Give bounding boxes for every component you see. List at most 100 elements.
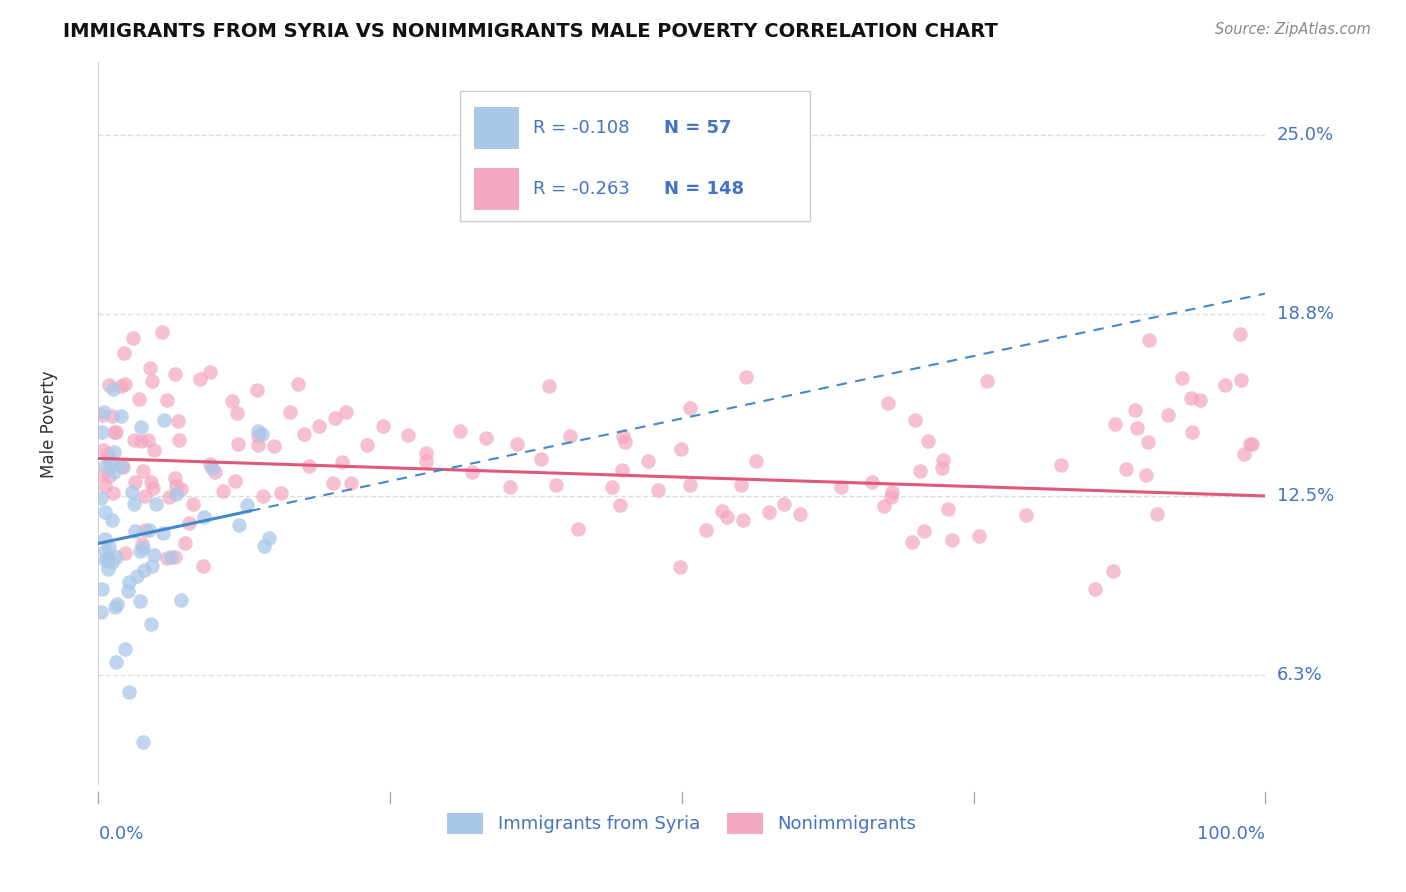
Point [101, 513, 124, 527]
Point [94, 553, 117, 567]
Point [156, 550, 179, 565]
Point [173, 536, 195, 550]
Point [1213, 377, 1236, 392]
Point [1157, 408, 1180, 422]
Point [904, 413, 927, 427]
Point [117, 584, 139, 599]
Point [236, 498, 259, 512]
Point [136, 433, 159, 447]
Point [91, 443, 114, 458]
Point [257, 531, 280, 545]
Point [558, 429, 581, 443]
Point [246, 424, 269, 438]
Text: 25.0%: 25.0% [1277, 126, 1334, 144]
Point [1146, 507, 1168, 521]
Point [132, 464, 155, 478]
Point [101, 382, 124, 396]
Point [1102, 564, 1125, 578]
Point [731, 513, 754, 527]
Point [789, 507, 811, 521]
Point [224, 474, 246, 488]
Point [141, 617, 163, 632]
Point [1104, 417, 1126, 431]
Point [1239, 436, 1261, 450]
FancyBboxPatch shape [460, 91, 810, 221]
Point [647, 483, 669, 497]
Point [114, 377, 136, 392]
Point [1084, 582, 1107, 596]
Point [179, 516, 201, 530]
Point [932, 452, 955, 467]
Text: 6.3%: 6.3% [1277, 666, 1322, 684]
Point [609, 498, 631, 512]
Point [142, 443, 165, 458]
Point [129, 434, 152, 449]
Point [1115, 462, 1137, 476]
Point [710, 504, 733, 518]
Point [165, 479, 187, 493]
Text: Source: ZipAtlas.com: Source: ZipAtlas.com [1215, 22, 1371, 37]
Point [873, 499, 896, 513]
Point [104, 549, 127, 564]
Point [163, 550, 186, 565]
Point [1135, 468, 1157, 483]
Point [98, 540, 121, 554]
Point [103, 425, 125, 439]
Point [141, 375, 163, 389]
Point [941, 533, 963, 547]
Point [1125, 403, 1147, 417]
Point [128, 392, 150, 406]
Point [226, 437, 249, 451]
Point [104, 656, 127, 670]
Point [94, 458, 117, 473]
Point [204, 465, 226, 479]
Point [773, 497, 796, 511]
Point [90, 605, 112, 619]
Point [198, 365, 221, 379]
Point [976, 374, 998, 388]
Point [637, 453, 659, 467]
Point [122, 331, 145, 345]
Point [602, 480, 624, 494]
Point [98, 378, 121, 392]
Point [612, 463, 634, 477]
Point [931, 461, 953, 475]
Point [499, 480, 522, 494]
Point [90, 408, 112, 422]
Point [294, 426, 316, 441]
Point [1125, 421, 1147, 435]
Point [877, 396, 900, 410]
Point [882, 485, 904, 500]
FancyBboxPatch shape [474, 107, 519, 149]
Point [97, 447, 120, 461]
Point [91, 582, 114, 597]
Point [167, 414, 190, 428]
Point [1137, 435, 1160, 450]
Point [287, 377, 309, 392]
Point [860, 475, 883, 490]
Point [145, 497, 167, 511]
Point [105, 597, 128, 611]
Point [415, 454, 437, 468]
Point [758, 505, 780, 519]
Point [110, 379, 132, 393]
Point [97, 562, 120, 576]
Point [475, 431, 498, 445]
Point [100, 409, 122, 423]
Point [94, 532, 117, 546]
Point [121, 485, 143, 500]
Point [152, 525, 174, 540]
Point [246, 428, 269, 442]
Point [160, 550, 183, 565]
Point [1233, 447, 1256, 461]
Point [110, 409, 132, 423]
Point [330, 455, 353, 469]
Point [134, 564, 156, 578]
Point [280, 405, 302, 419]
Point [118, 685, 141, 699]
FancyBboxPatch shape [474, 168, 519, 210]
Point [103, 445, 125, 459]
Point [537, 379, 560, 393]
Point [163, 470, 186, 484]
Point [122, 497, 145, 511]
